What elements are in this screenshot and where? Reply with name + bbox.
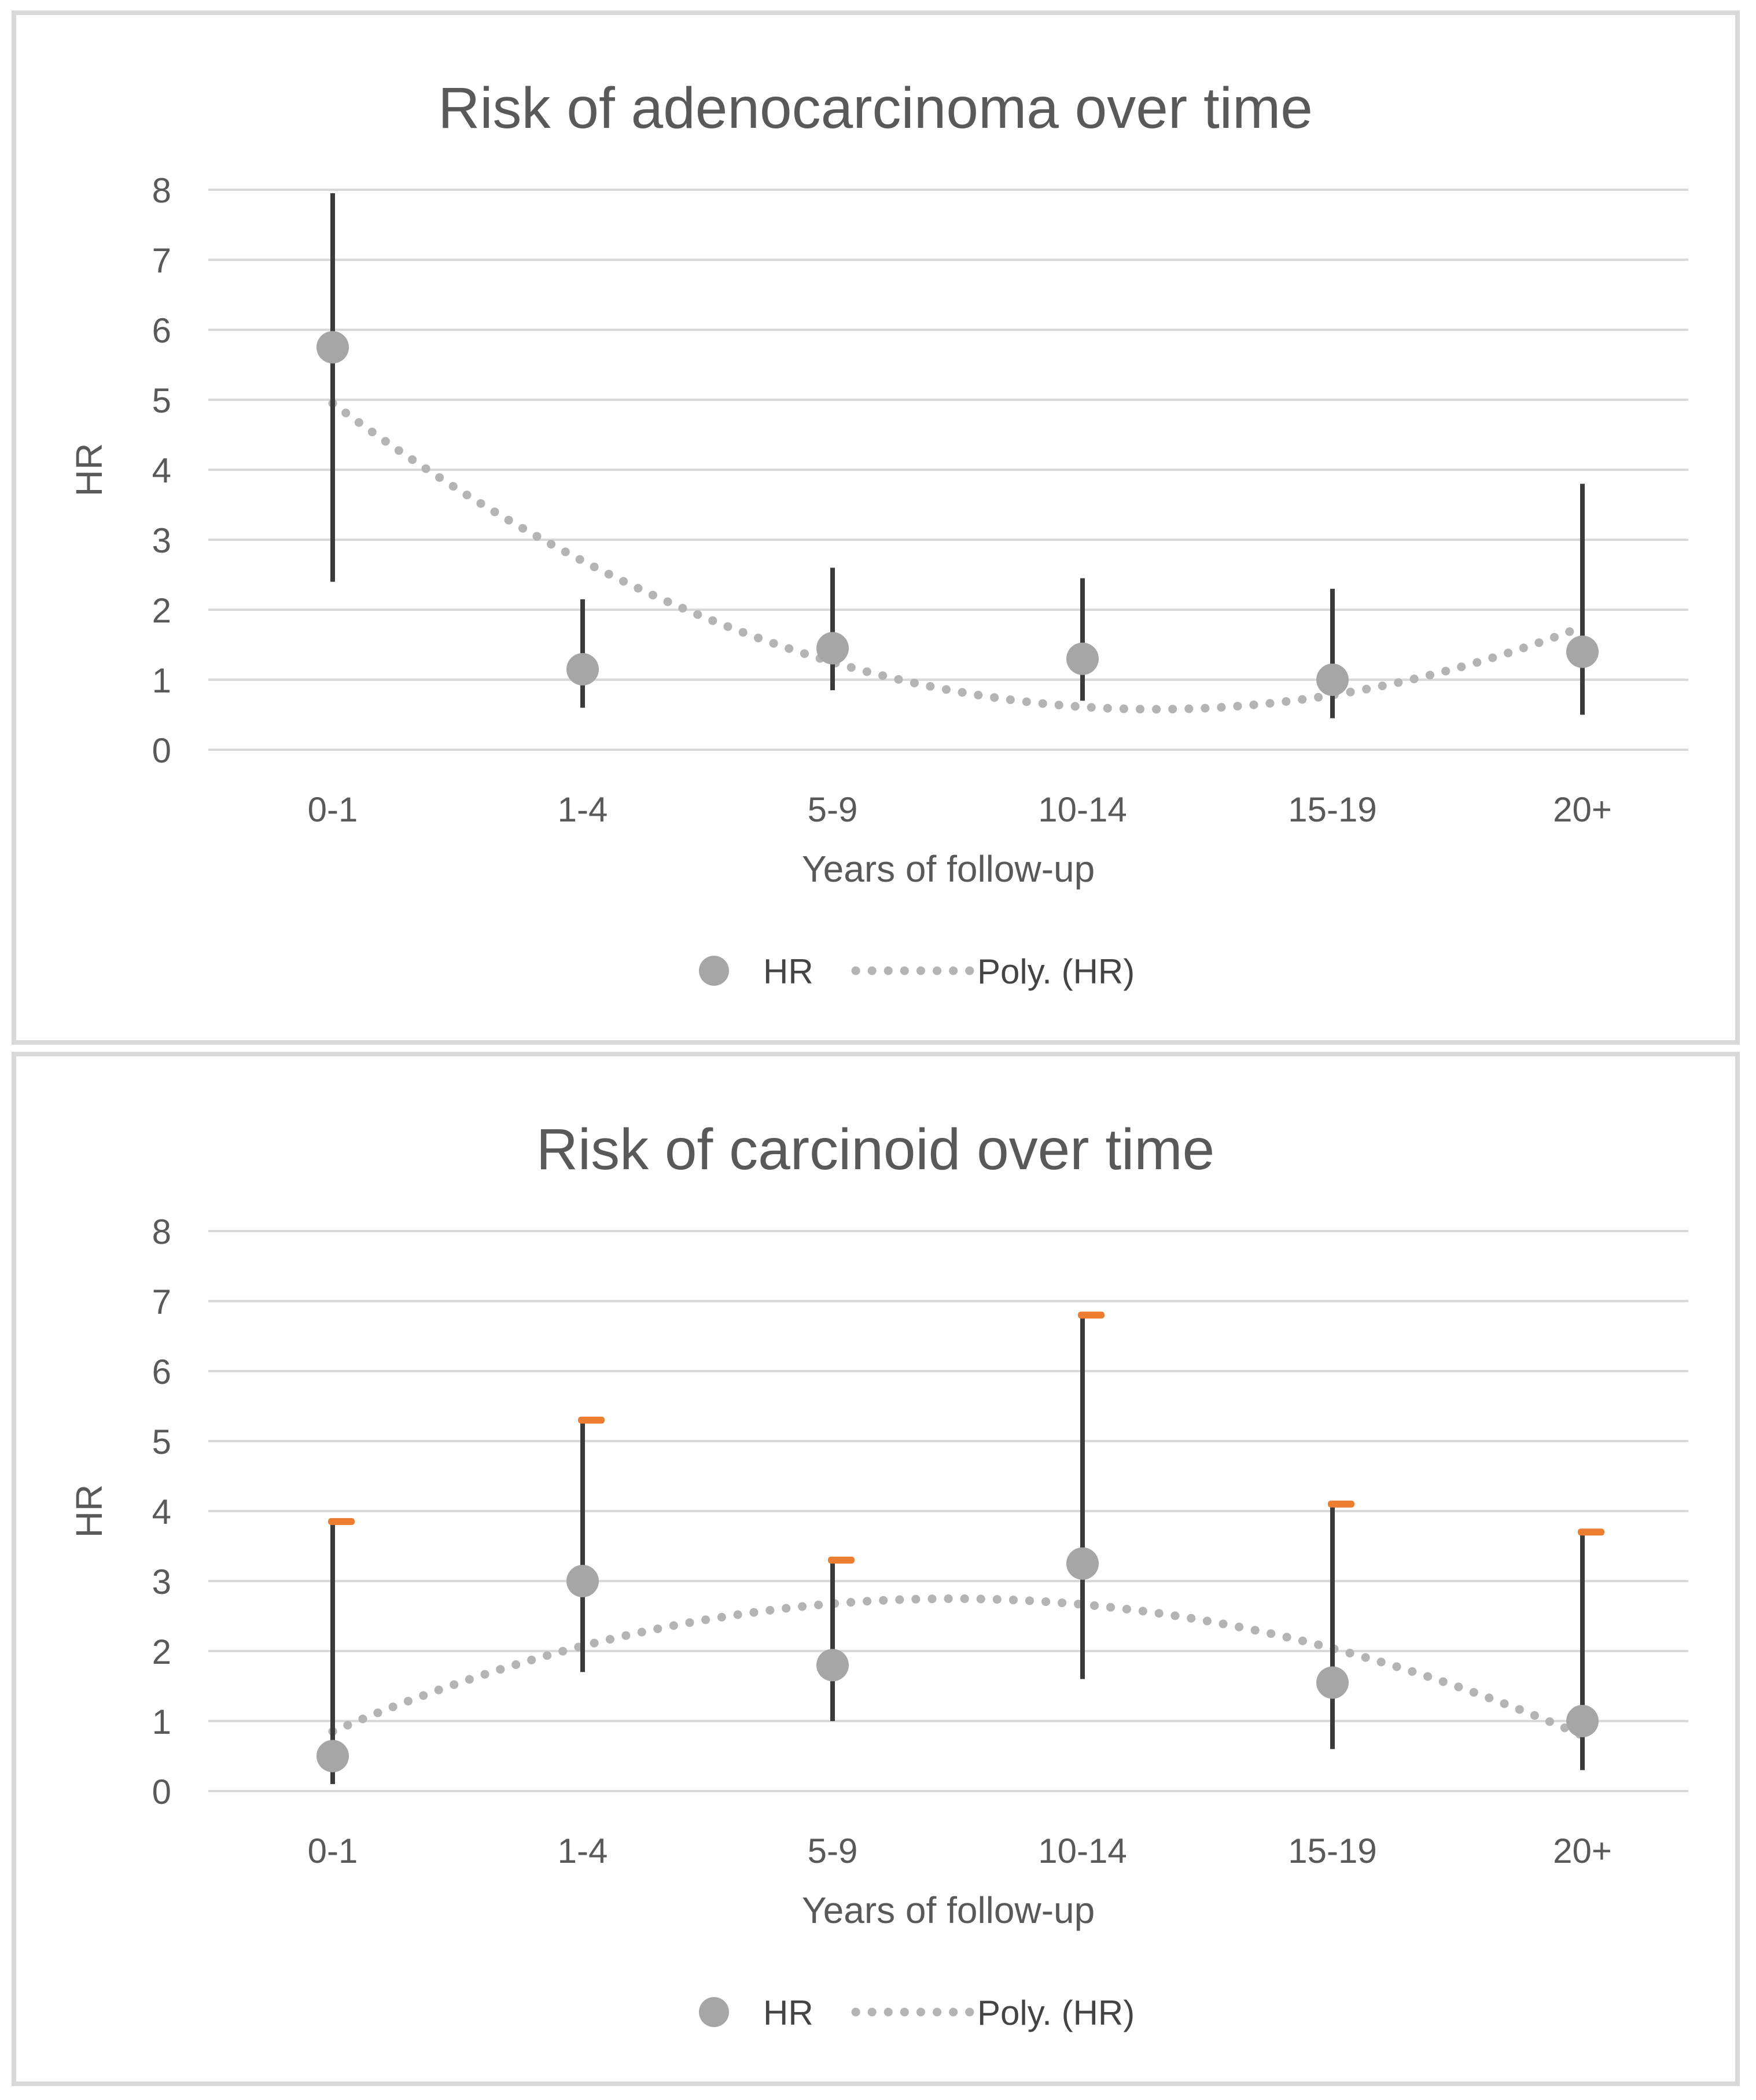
hr-point-marker [1316, 664, 1349, 696]
hr-point-marker [816, 632, 849, 665]
x-axis-title: Years of follow-up [802, 848, 1095, 890]
hr-point-marker [1566, 1705, 1599, 1737]
y-tick-label: 2 [152, 1633, 171, 1671]
legend-poly-label: Poly. (HR) [977, 1994, 1135, 2032]
y-tick-label: 3 [152, 521, 171, 560]
y-axis-title: HR [68, 1484, 110, 1538]
x-tick-label: 20+ [1553, 790, 1612, 829]
x-tick-label: 15-19 [1288, 790, 1376, 829]
y-tick-label: 0 [152, 731, 171, 770]
x-tick-label: 5-9 [808, 1832, 858, 1870]
hr-point-marker [1066, 642, 1099, 675]
y-tick-label: 7 [152, 1283, 171, 1321]
legend: HR Poly. (HR) [699, 1994, 1135, 2032]
legend: HR Poly. (HR) [699, 952, 1135, 991]
x-tick-label: 0-1 [308, 790, 358, 829]
y-tick-label: 2 [152, 591, 171, 630]
carcinoid-chart: 0 1 2 3 4 5 6 7 8 0-1 1-4 5-9 10-14 15-19 20+ Risk of… [68, 1117, 1688, 2032]
legend-hr-marker-icon [699, 1997, 729, 2027]
hr-point-marker [316, 1740, 349, 1773]
poly-trendline [328, 399, 1587, 714]
y-axis-title: HR [68, 443, 110, 496]
x-tick-label: 20+ [1553, 1832, 1612, 1870]
x-tick-label: 10-14 [1038, 1832, 1127, 1870]
gridlines [208, 1230, 1688, 1792]
legend-poly-label: Poly. (HR) [977, 952, 1135, 991]
x-tick-label: 5-9 [808, 790, 858, 829]
x-tick-label: 15-19 [1288, 1832, 1376, 1870]
error-bar-top-cap [328, 1518, 355, 1526]
trendline [328, 1594, 1587, 1740]
y-tick-label: 1 [152, 1703, 171, 1741]
legend-hr-marker-icon [699, 956, 729, 986]
x-tick-labels: 0-1 1-4 5-9 10-14 15-19 20+ [308, 790, 1612, 829]
gridlines [208, 189, 1688, 751]
carcinoid-panel: 0 1 2 3 4 5 6 7 8 0-1 1-4 5-9 10-14 15-19 20+ Risk of… [12, 1052, 1740, 2086]
series-points [316, 1311, 1604, 1784]
x-tick-label: 0-1 [308, 1832, 358, 1870]
x-tick-label: 10-14 [1038, 790, 1127, 829]
y-tick-label: 8 [152, 1213, 171, 1251]
error-bar-top-cap [578, 1416, 605, 1424]
legend-hr-label: HR [763, 1994, 813, 2032]
error-bar-top-cap [1578, 1528, 1604, 1536]
legend-hr-label: HR [763, 952, 813, 991]
x-tick-labels: 0-1 1-4 5-9 10-14 15-19 20+ [308, 1832, 1612, 1870]
y-tick-label: 5 [152, 381, 171, 420]
trendline [328, 399, 1587, 714]
hr-point-marker [566, 653, 599, 686]
hr-point-marker [1316, 1666, 1349, 1699]
y-tick-labels: 0 1 2 3 4 5 6 7 8 [152, 171, 171, 770]
hr-point-marker [1566, 635, 1599, 668]
y-tick-label: 5 [152, 1423, 171, 1461]
x-tick-label: 1-4 [558, 1832, 608, 1870]
x-tick-label: 1-4 [558, 790, 608, 829]
hr-point-marker [316, 331, 349, 364]
error-bar-top-cap [1328, 1500, 1354, 1508]
error-bar-top-cap [1078, 1311, 1105, 1319]
hr-point-marker [566, 1565, 599, 1597]
chart-title: Risk of carcinoid over time [536, 1117, 1215, 1182]
y-tick-label: 1 [152, 661, 171, 700]
adenocarcinoma-chart: 0 1 2 3 4 5 6 7 8 0-1 1-4 5-9 10-14 15-19 20+ Risk of… [68, 76, 1688, 991]
y-tick-label: 6 [152, 1353, 171, 1391]
adenocarcinoma-panel: 0 1 2 3 4 5 6 7 8 0-1 1-4 5-9 10-14 15-19 20+ Risk of… [12, 10, 1740, 1045]
y-tick-labels: 0 1 2 3 4 5 6 7 8 [152, 1213, 171, 1811]
y-tick-label: 4 [152, 451, 171, 490]
y-tick-label: 3 [152, 1563, 171, 1601]
hr-point-marker [1066, 1547, 1099, 1580]
y-tick-label: 4 [152, 1493, 171, 1531]
y-tick-label: 7 [152, 241, 171, 280]
error-bar-top-cap [828, 1556, 855, 1564]
y-tick-label: 8 [152, 171, 171, 210]
y-tick-label: 6 [152, 311, 171, 350]
series-points [316, 193, 1599, 719]
y-tick-label: 0 [152, 1773, 171, 1811]
chart-title: Risk of adenocarcinoma over time [438, 76, 1313, 141]
poly-trendline [328, 1594, 1587, 1740]
hr-point-marker [816, 1649, 849, 1682]
x-axis-title: Years of follow-up [802, 1889, 1095, 1931]
